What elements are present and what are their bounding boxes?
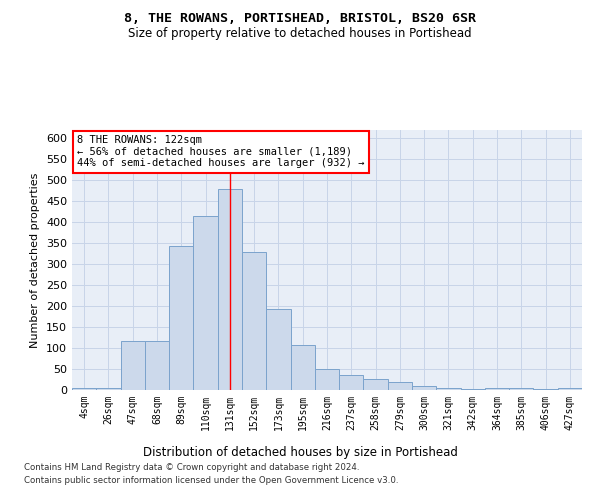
Text: Size of property relative to detached houses in Portishead: Size of property relative to detached ho… xyxy=(128,28,472,40)
Bar xyxy=(533,388,558,390)
Bar xyxy=(436,388,461,390)
Bar xyxy=(121,340,145,390)
Text: 8 THE ROWANS: 122sqm
← 56% of detached houses are smaller (1,189)
44% of semi-de: 8 THE ROWANS: 122sqm ← 56% of detached h… xyxy=(77,135,365,168)
Bar xyxy=(315,370,339,390)
Bar xyxy=(509,388,533,390)
Text: 8, THE ROWANS, PORTISHEAD, BRISTOL, BS20 6SR: 8, THE ROWANS, PORTISHEAD, BRISTOL, BS20… xyxy=(124,12,476,26)
Bar xyxy=(412,386,436,390)
Bar xyxy=(242,252,266,390)
Bar xyxy=(558,388,582,390)
Bar xyxy=(72,388,96,390)
Bar xyxy=(145,340,169,390)
Bar xyxy=(266,310,290,390)
Text: Distribution of detached houses by size in Portishead: Distribution of detached houses by size … xyxy=(143,446,457,459)
Text: Contains public sector information licensed under the Open Government Licence v3: Contains public sector information licen… xyxy=(24,476,398,485)
Bar xyxy=(388,382,412,390)
Bar xyxy=(193,216,218,390)
Bar xyxy=(461,388,485,390)
Y-axis label: Number of detached properties: Number of detached properties xyxy=(31,172,40,348)
Bar xyxy=(290,345,315,390)
Text: Contains HM Land Registry data © Crown copyright and database right 2024.: Contains HM Land Registry data © Crown c… xyxy=(24,464,359,472)
Bar xyxy=(96,388,121,390)
Bar xyxy=(339,375,364,390)
Bar xyxy=(169,246,193,390)
Bar xyxy=(485,388,509,390)
Bar xyxy=(364,378,388,390)
Bar xyxy=(218,188,242,390)
